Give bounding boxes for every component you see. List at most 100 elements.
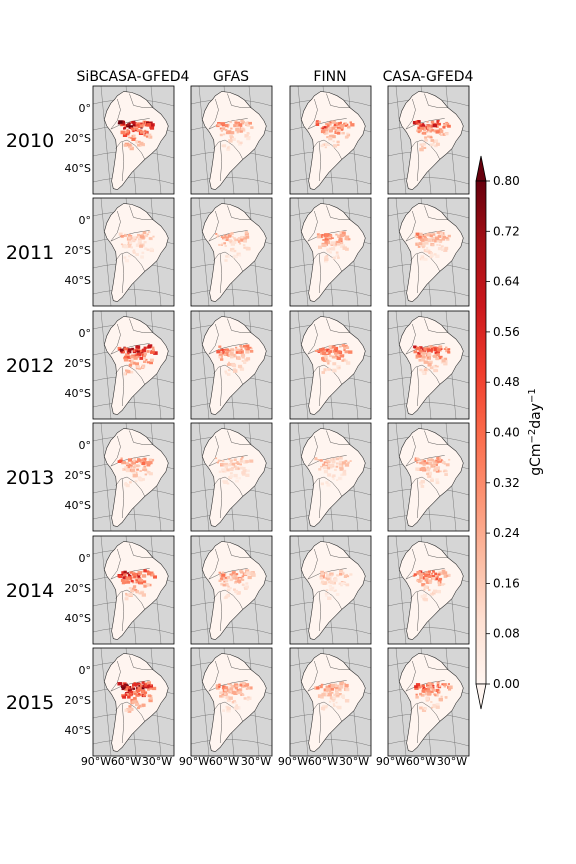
emission-cell (242, 682, 246, 685)
emission-cell (326, 589, 329, 591)
graticule-line (176, 536, 186, 644)
emission-cell (424, 598, 428, 601)
emission-cell (126, 484, 130, 487)
map-panel (388, 536, 481, 660)
emission-cell (342, 344, 345, 347)
emission-cell (130, 589, 134, 592)
emission-cell (248, 576, 252, 579)
map-panel (93, 536, 186, 660)
map-panel (93, 86, 186, 210)
map-panel (290, 648, 383, 772)
emission-cell (219, 691, 222, 694)
emission-cell (336, 479, 338, 481)
emission-cell (448, 459, 450, 461)
map-panel (191, 536, 284, 660)
map-panel (191, 198, 284, 322)
emission-cell (139, 470, 142, 472)
emission-cell (235, 687, 238, 690)
emission-cell (133, 585, 136, 588)
emission-cell (430, 137, 432, 139)
colorbar-tick-label: 0.16 (493, 576, 520, 590)
emission-cell (230, 352, 234, 355)
emission-cell (138, 693, 140, 695)
emission-cell (417, 243, 419, 245)
emission-cell (146, 350, 149, 353)
emission-cell (225, 256, 228, 258)
emission-cell (150, 126, 154, 129)
emission-cell (437, 348, 441, 351)
emission-cell (332, 460, 336, 463)
emission-cell (234, 239, 237, 241)
emission-cell (318, 468, 321, 471)
emission-cell (345, 136, 348, 139)
emission-cell (149, 237, 152, 240)
emission-cell (241, 457, 243, 459)
emission-cell (127, 573, 129, 575)
emission-cell (125, 597, 129, 600)
emission-cell (419, 349, 422, 352)
emission-cell (152, 236, 154, 238)
lat-tick-label: 20°S (65, 357, 91, 370)
emission-cell (135, 480, 138, 482)
emission-cell (152, 347, 155, 349)
emission-cell (439, 698, 443, 702)
emission-cell (321, 693, 325, 696)
emission-cell (447, 125, 451, 128)
emission-cell (221, 130, 223, 132)
emission-cell (327, 467, 330, 470)
emission-cell (124, 356, 127, 359)
colorbar-tick-label: 0.56 (493, 325, 520, 339)
emission-cell (249, 460, 253, 463)
emission-cell (350, 460, 352, 462)
lon-tick-label: 30°W (339, 755, 369, 768)
colorbar-tick-label: 0.08 (493, 627, 520, 641)
emission-cell (345, 237, 349, 240)
emission-cell (235, 480, 239, 483)
emission-cell (326, 460, 330, 463)
emission-cell (437, 582, 440, 584)
emission-cell (134, 356, 138, 359)
row-label: 2014 (6, 580, 54, 602)
emission-cell (127, 581, 131, 584)
lat-tick-label: 20°S (65, 244, 91, 257)
emission-cell (441, 696, 443, 698)
emission-cell (127, 352, 129, 354)
emission-cell (422, 124, 425, 126)
emission-cell (132, 588, 135, 590)
emission-cell (447, 351, 450, 353)
emission-cell (215, 457, 217, 459)
emission-cell (341, 695, 345, 698)
lat-tick-label: 0° (79, 214, 92, 227)
emission-cell (347, 126, 351, 129)
emission-cell (340, 234, 344, 237)
emission-cell (144, 684, 147, 686)
emission-cell (331, 575, 333, 577)
emission-cell (337, 354, 339, 356)
map-panel (290, 423, 383, 547)
emission-cell (427, 346, 429, 348)
graticule-line (176, 86, 186, 194)
emission-cell (325, 595, 328, 597)
emission-cell (131, 138, 135, 141)
emission-cell (320, 466, 322, 468)
emission-cell (238, 477, 241, 479)
emission-cell (220, 358, 223, 361)
lat-tick-label: 40°S (65, 387, 91, 400)
emission-cell (421, 146, 424, 148)
colorbar-label-unit: gCm (528, 443, 544, 475)
map-panel (388, 86, 481, 210)
emission-cell (138, 477, 142, 480)
emission-cell (245, 460, 249, 463)
emission-cell (240, 142, 243, 144)
emission-cell (325, 593, 328, 595)
emission-cell (332, 362, 336, 365)
emission-cell (438, 235, 442, 238)
map-panel (388, 423, 481, 547)
emission-cell (423, 589, 425, 591)
emission-cell (227, 147, 229, 149)
emission-cell (230, 684, 233, 686)
map-panel (290, 198, 383, 322)
emission-cell (239, 684, 242, 687)
emission-cell (223, 242, 226, 244)
emission-cell (122, 461, 126, 464)
